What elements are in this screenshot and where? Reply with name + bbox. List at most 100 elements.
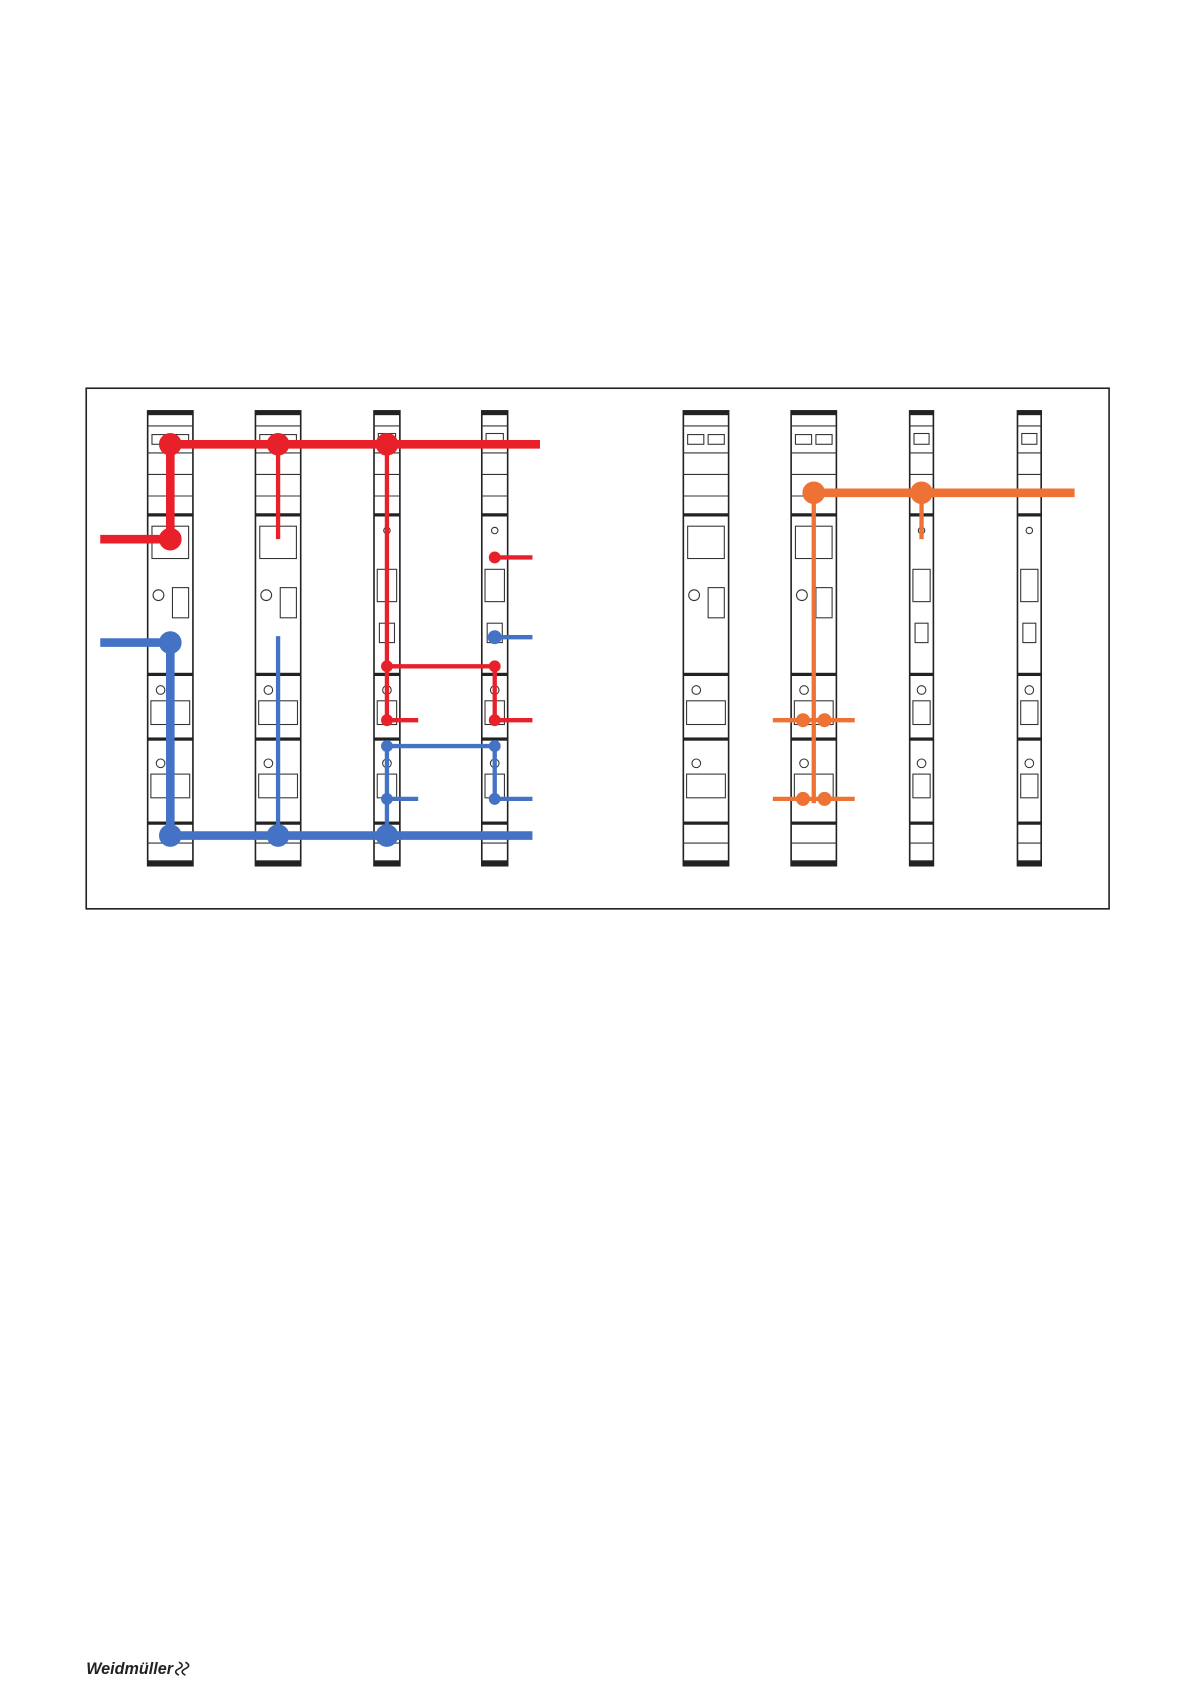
block-part <box>815 434 833 445</box>
block-part <box>912 568 931 603</box>
block-part <box>374 737 400 741</box>
block-part <box>374 410 400 416</box>
block-part <box>481 737 508 741</box>
block-part <box>791 821 837 825</box>
block-part <box>909 821 934 825</box>
block-part <box>909 860 934 866</box>
block-part <box>1017 513 1042 517</box>
block-part <box>912 773 931 799</box>
diagram-frame <box>85 387 1110 910</box>
block-part <box>683 860 729 866</box>
block-part <box>914 622 929 644</box>
diagram-shape <box>174 1661 183 1676</box>
block-part <box>1020 773 1039 799</box>
block-part <box>909 672 934 677</box>
block-part <box>1017 672 1042 677</box>
logo-mark <box>174 1661 190 1676</box>
diagram-shape <box>158 432 182 456</box>
diagram-shape <box>795 713 810 728</box>
block-part <box>687 525 725 560</box>
block-part <box>683 410 729 416</box>
diagram-shape <box>158 527 182 551</box>
diagram-shape <box>795 791 810 806</box>
block-part <box>1017 737 1042 741</box>
diagram-shape <box>488 792 501 805</box>
block-part <box>687 434 705 445</box>
block-part <box>1017 860 1042 866</box>
block-part <box>484 568 505 603</box>
block-part <box>686 700 726 726</box>
terminal-blocks <box>146 410 1042 867</box>
block-part <box>916 758 927 769</box>
block-part <box>481 513 508 517</box>
block-part <box>916 685 927 695</box>
block-part <box>481 410 508 416</box>
diagram-shape <box>488 551 501 564</box>
orange-wiring <box>772 481 1075 806</box>
block-part <box>799 758 809 769</box>
diagram-shape <box>488 660 501 673</box>
block-part <box>155 758 166 769</box>
block-part <box>171 587 190 619</box>
diagram-shape <box>381 792 393 805</box>
diagram-shape <box>266 824 290 847</box>
block-part <box>152 589 165 602</box>
diagram-shape <box>181 1661 190 1676</box>
block-part <box>490 526 499 535</box>
blue-wiring <box>100 630 533 847</box>
block-part <box>260 589 273 602</box>
block-part <box>1020 568 1039 603</box>
block-part <box>374 860 400 866</box>
block-part <box>791 860 837 866</box>
block-part <box>1017 410 1042 416</box>
red-wiring <box>100 432 540 727</box>
block-part <box>688 589 701 602</box>
block-part <box>1024 758 1035 769</box>
diagram-shape <box>381 740 393 753</box>
block-part <box>481 860 508 866</box>
block-part <box>909 737 934 741</box>
block-part <box>147 410 193 416</box>
block-part <box>707 434 725 445</box>
block-part <box>683 672 729 677</box>
footer-logo: Weidmüller <box>86 1660 174 1678</box>
block-part <box>799 685 809 695</box>
block-part <box>691 758 702 769</box>
block-part <box>1021 432 1038 445</box>
diagram-shape <box>266 432 290 456</box>
block-part <box>263 758 274 769</box>
block-part <box>255 860 301 866</box>
diagram-shape <box>488 740 501 753</box>
block-part <box>794 434 813 445</box>
diagram-shape <box>158 824 182 847</box>
block-part <box>686 773 726 799</box>
diagram-shape <box>381 660 393 673</box>
block-part <box>909 410 934 416</box>
block-part <box>279 587 297 619</box>
block-part <box>682 410 730 867</box>
block-part <box>481 821 508 825</box>
diagram-shape <box>158 631 182 654</box>
block-part <box>791 410 837 416</box>
diagram-shape <box>375 432 399 456</box>
block-part <box>1022 622 1037 644</box>
diagram-shape <box>802 481 826 505</box>
block-part <box>707 587 725 619</box>
block-part <box>683 821 729 825</box>
diagram-shape <box>375 824 399 847</box>
block-part <box>155 685 166 695</box>
block-part <box>795 589 808 602</box>
block-part <box>1024 685 1035 695</box>
block-part <box>913 432 930 445</box>
block-part <box>691 685 702 695</box>
diagram-shape <box>381 714 393 727</box>
diagram-shape <box>488 714 501 727</box>
block-part <box>912 700 931 726</box>
block-part <box>147 860 193 866</box>
block-part <box>683 513 729 517</box>
block-part <box>683 737 729 741</box>
block-part <box>1020 700 1039 726</box>
diagram-shape <box>487 630 502 645</box>
